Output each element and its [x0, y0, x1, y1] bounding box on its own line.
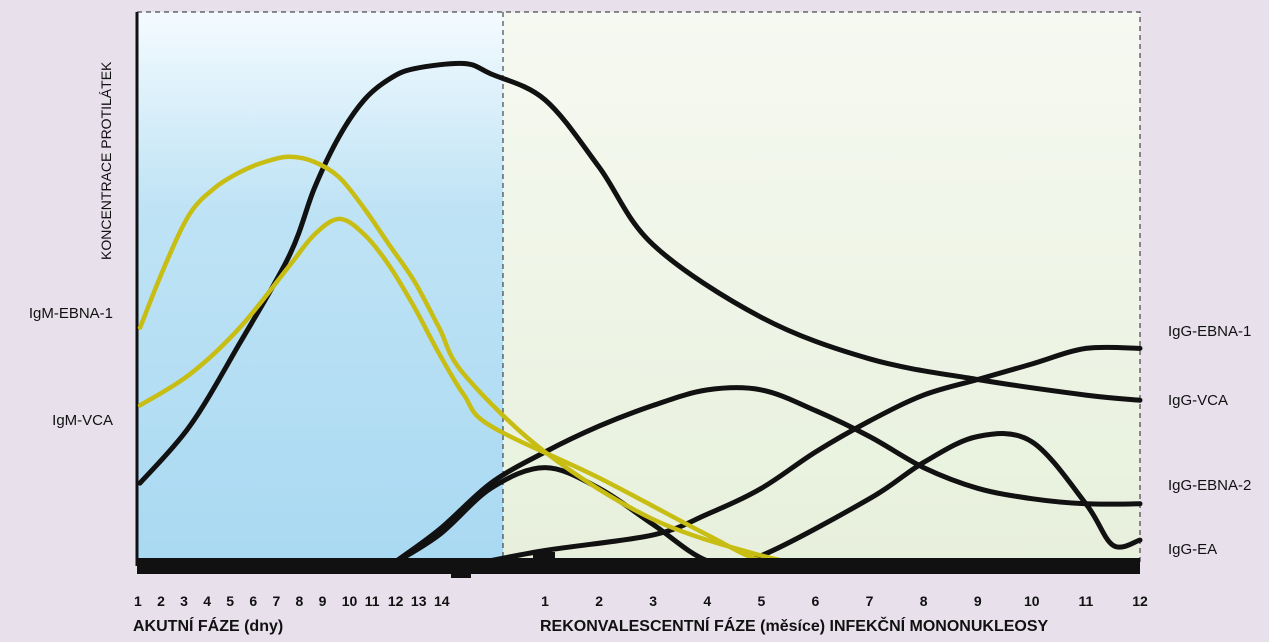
acute-tick-label: 13: [411, 593, 427, 609]
acute-phase-title: AKUTNÍ FÁZE (dny): [133, 618, 284, 635]
baseline-bar: [137, 558, 1140, 574]
acute-tick-label: 7: [272, 593, 280, 609]
acute-tick-label: 1: [134, 593, 142, 609]
acute-tick-label: 10: [342, 593, 358, 609]
series-label-igm-ebna-1: IgM-EBNA-1: [29, 305, 113, 322]
acute-tick-label: 3: [180, 593, 188, 609]
series-label-igg-ebna-2: IgG-EBNA-2: [1168, 477, 1251, 494]
acute-tick-label: 2: [157, 593, 165, 609]
convalescent-tick-label: 6: [812, 593, 820, 609]
convalescent-tick-label: 8: [920, 593, 928, 609]
acute-tick-label: 4: [203, 593, 211, 609]
convalescent-phase-title: REKONVALESCENTNÍ FÁZE (měsíce) INFEKČNÍ …: [540, 618, 1049, 635]
y-axis-label: KONCENTRACE PROTILÁTEK: [98, 61, 114, 260]
series-label-igm-vca: IgM-VCA: [52, 412, 113, 429]
acute-tick-label: 11: [365, 593, 380, 609]
convalescent-tick-label: 4: [703, 593, 711, 609]
acute-tick-label: 8: [296, 593, 304, 609]
acute-tick-label: 9: [319, 593, 327, 609]
acute-tick-label: 12: [388, 593, 404, 609]
series-line-igm-ebna-1: [137, 154, 818, 569]
series-label-igg-vca: IgG-VCA: [1168, 392, 1228, 409]
convalescent-tick-label: 1: [541, 593, 549, 609]
acute-phase-area: [137, 12, 503, 566]
series-label-igg-ea: IgG-EA: [1168, 541, 1217, 558]
series-line-igg-ea-late: [704, 431, 1143, 569]
convalescent-tick-label: 11: [1079, 593, 1094, 609]
series-line-igg-ebna-1: [461, 344, 1143, 569]
acute-tick-label: 5: [226, 593, 234, 609]
convalescent-tick-label: 7: [866, 593, 874, 609]
convalescent-tick-label: 2: [595, 593, 603, 609]
series-line-igg-vca: [137, 60, 1143, 486]
convalescent-tick-label: 9: [974, 593, 982, 609]
series-line-igg-ebna-2: [386, 385, 1143, 569]
baseline-marker-month1: [533, 552, 555, 574]
convalescent-tick-label: 5: [757, 593, 765, 609]
series-line-igm-vca: [137, 216, 818, 569]
frame-dashed: [137, 11, 1141, 566]
baseline-marker-day14: [451, 558, 471, 578]
convalescent-phase-area: [503, 12, 1140, 566]
convalescent-tick-label: 12: [1132, 593, 1148, 609]
acute-tick-label: 14: [434, 593, 450, 609]
acute-tick-label: 6: [249, 593, 257, 609]
convalescent-tick-label: 3: [649, 593, 657, 609]
convalescent-tick-label: 10: [1024, 593, 1040, 609]
series-label-igg-ebna-1: IgG-EBNA-1: [1168, 323, 1251, 340]
